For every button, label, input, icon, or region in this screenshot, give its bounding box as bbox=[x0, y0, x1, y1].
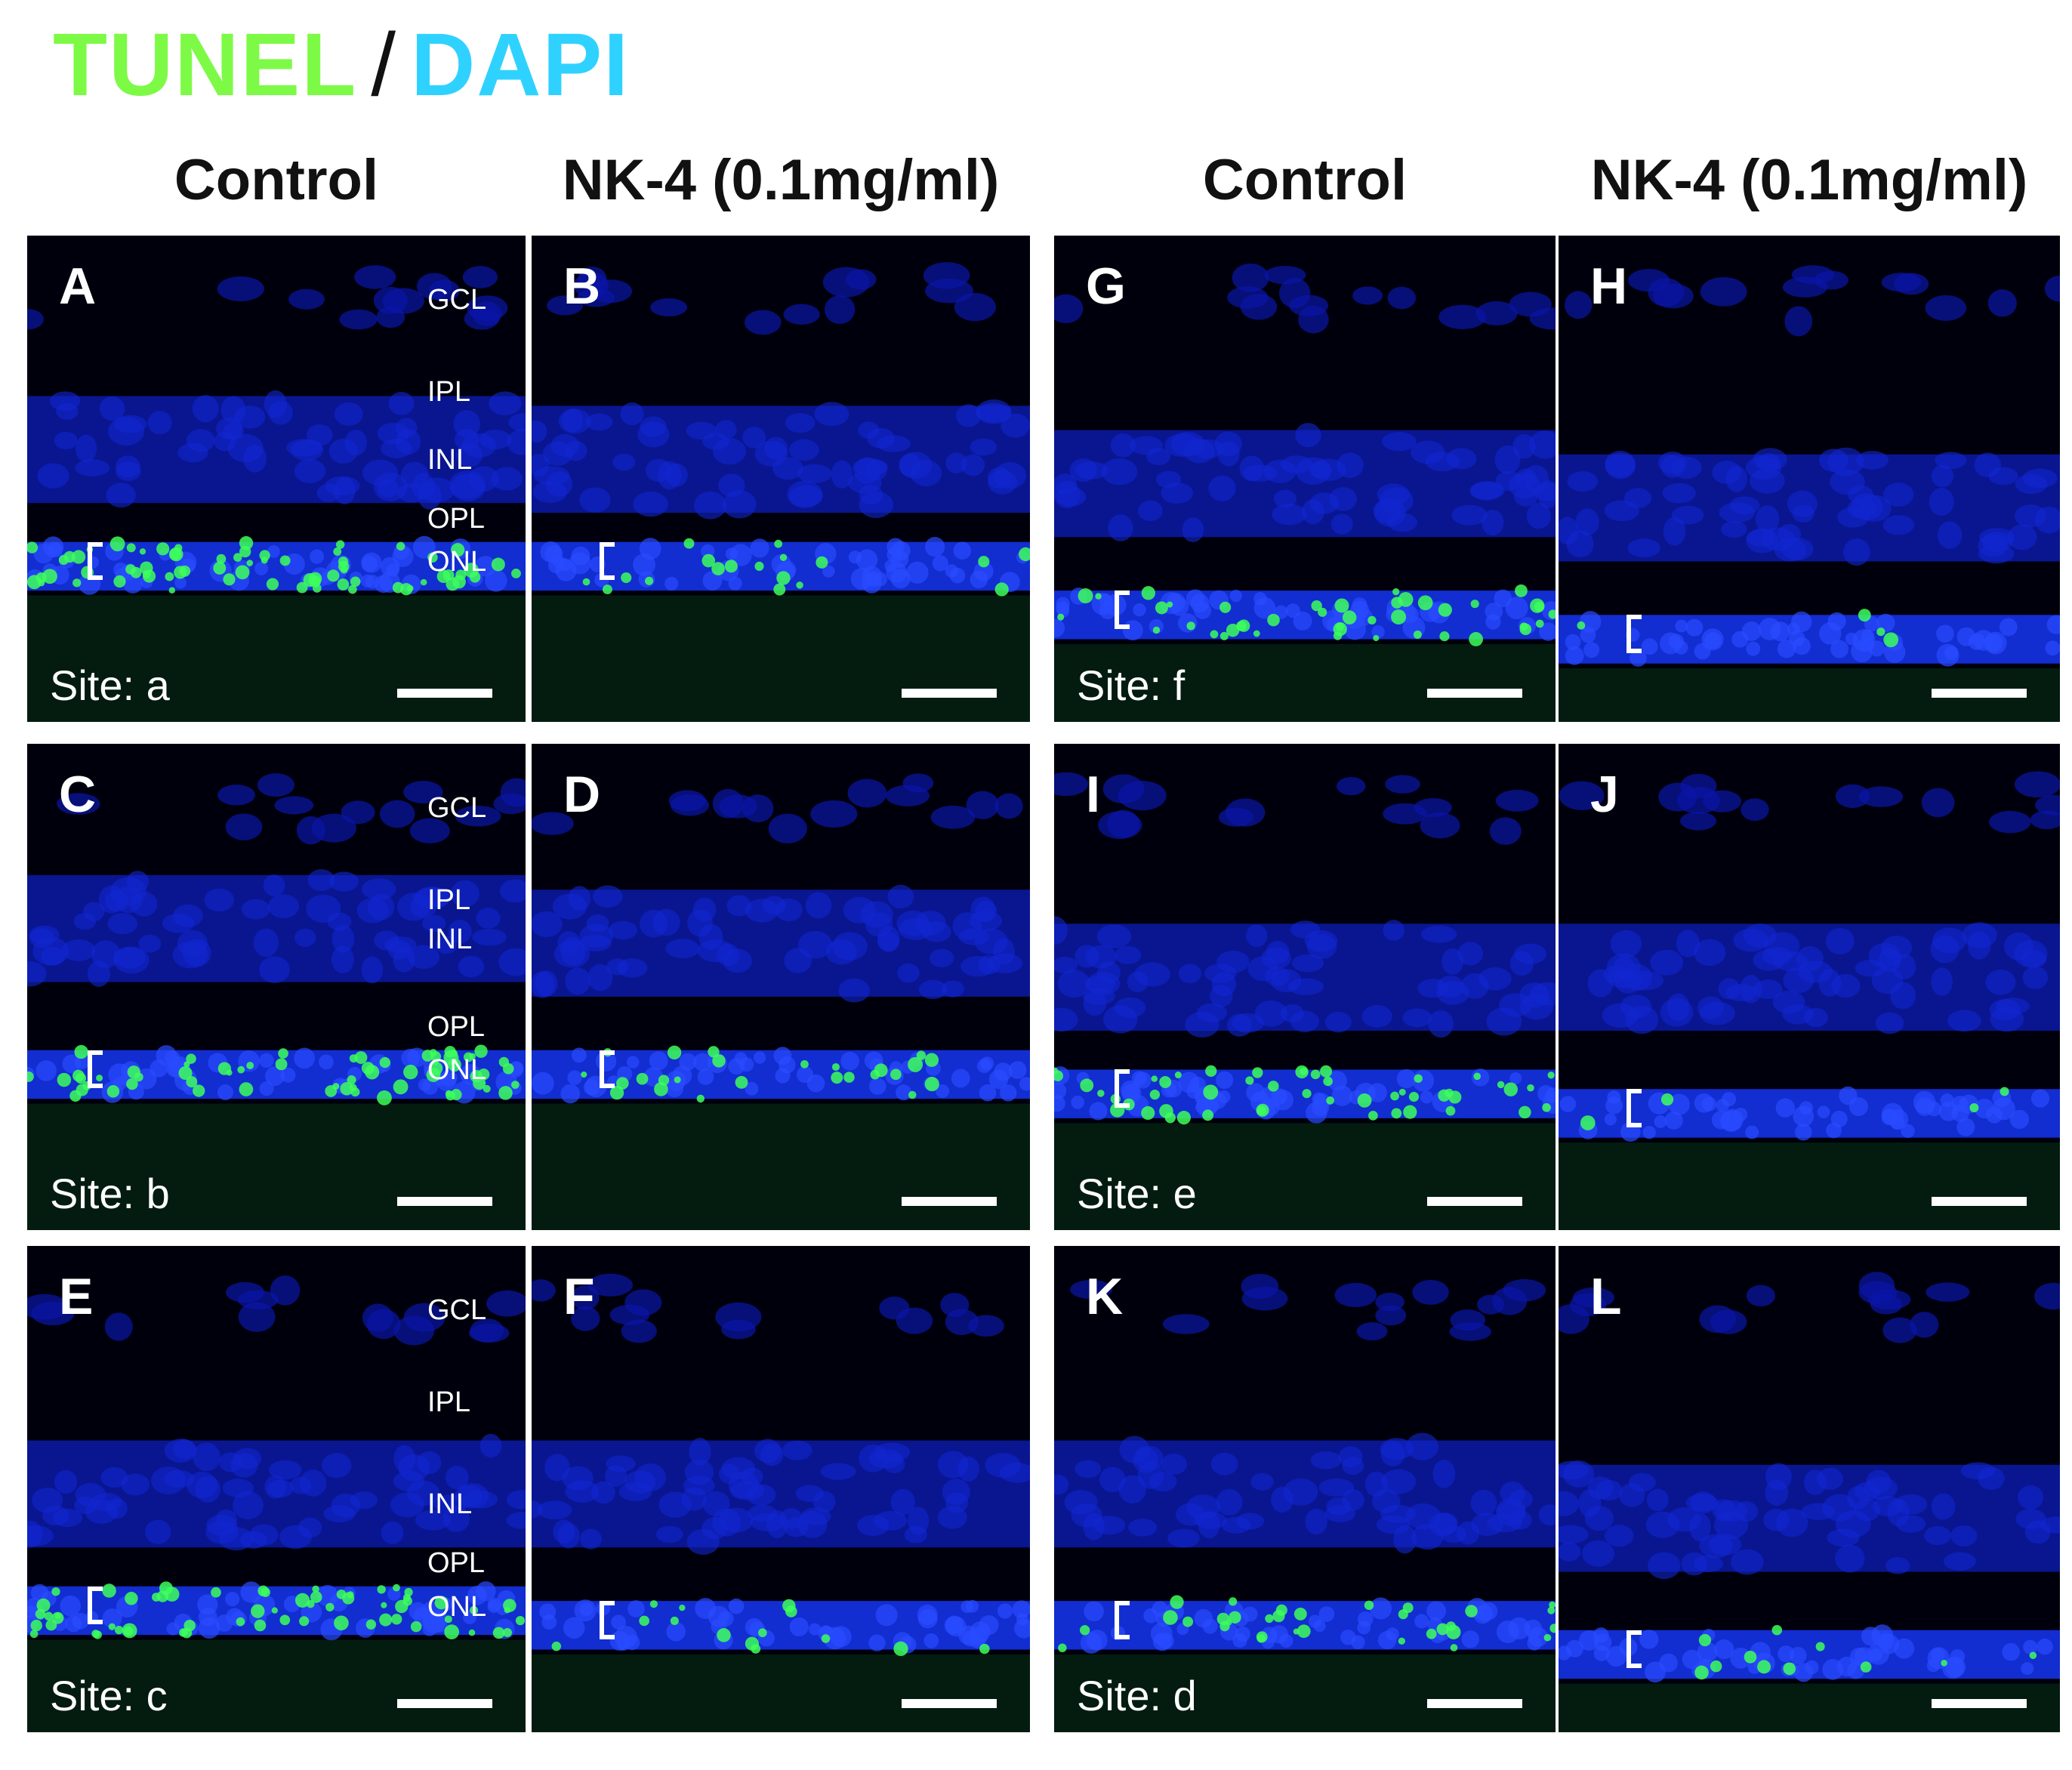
site-label: Site: a bbox=[50, 661, 170, 709]
column-header-nk4-left: NK-4 (0.1mg/ml) bbox=[562, 148, 1000, 212]
scale-bar bbox=[1427, 689, 1522, 698]
fluorescence-image bbox=[1559, 744, 2060, 1230]
layer-label-gcl: GCL bbox=[427, 791, 487, 824]
legend-separator: / bbox=[371, 15, 398, 115]
fluorescence-image bbox=[1559, 1246, 2060, 1732]
fluorescence-image bbox=[27, 236, 526, 722]
tunel-label: TUNEL bbox=[53, 15, 358, 115]
layer-label-opl: OPL bbox=[427, 1010, 486, 1043]
fluorescence-image bbox=[1054, 236, 1556, 722]
micrograph-panel-h: H bbox=[1559, 236, 2060, 722]
layer-label-ipl: IPL bbox=[427, 1386, 471, 1419]
onl-bracket bbox=[1626, 1630, 1642, 1669]
layer-label-gcl: GCL bbox=[427, 1294, 487, 1326]
panel-label: E bbox=[59, 1268, 94, 1325]
layer-label-onl: ONL bbox=[427, 1054, 487, 1087]
fluorescence-image bbox=[532, 1246, 1030, 1732]
site-label: Site: d bbox=[1077, 1672, 1197, 1719]
onl-bracket bbox=[1626, 615, 1642, 653]
stain-legend: TUNEL / DAPI bbox=[53, 14, 630, 116]
onl-bracket bbox=[1115, 591, 1130, 629]
fluorescence-image bbox=[1054, 744, 1556, 1230]
layer-label-onl: ONL bbox=[427, 546, 487, 578]
scale-bar bbox=[1932, 1699, 2027, 1708]
panel-label: L bbox=[1590, 1268, 1622, 1325]
layer-label-ipl: IPL bbox=[427, 376, 471, 409]
panel-label: G bbox=[1086, 257, 1126, 315]
panel-label: C bbox=[59, 766, 97, 823]
scale-bar bbox=[902, 1699, 997, 1708]
scale-bar bbox=[397, 689, 492, 698]
site-label: Site: f bbox=[1077, 661, 1186, 709]
scale-bar bbox=[1932, 689, 2027, 698]
onl-bracket bbox=[88, 1586, 103, 1625]
layer-label-ipl: IPL bbox=[427, 884, 471, 917]
site-label: Site: b bbox=[50, 1170, 170, 1217]
fluorescence-image bbox=[532, 744, 1030, 1230]
layer-label-inl: INL bbox=[427, 444, 473, 476]
column-header-control-right: Control bbox=[1202, 148, 1408, 212]
layer-label-onl: ONL bbox=[427, 1590, 487, 1623]
micrograph-panel-c: C Site: b GCL IPL INL OPL ONL bbox=[27, 744, 526, 1230]
fluorescence-image bbox=[1559, 236, 2060, 722]
onl-bracket bbox=[600, 541, 615, 581]
micrograph-panel-a: A Site: a GCL IPL INL OPL ONL bbox=[27, 236, 526, 722]
column-header-nk4-right: NK-4 (0.1mg/ml) bbox=[1590, 148, 2028, 212]
onl-bracket bbox=[88, 1050, 103, 1089]
fluorescence-image bbox=[27, 1246, 526, 1732]
onl-bracket bbox=[1115, 1069, 1130, 1109]
site-label: Site: c bbox=[50, 1672, 168, 1719]
micrograph-panel-l: L bbox=[1559, 1246, 2060, 1732]
micrograph-panel-b: B bbox=[532, 236, 1030, 722]
layer-label-gcl: GCL bbox=[427, 283, 487, 316]
micrograph-panel-j: J bbox=[1559, 744, 2060, 1230]
micrograph-panel-f: F bbox=[532, 1246, 1030, 1732]
fluorescence-image bbox=[27, 744, 526, 1230]
scale-bar bbox=[1932, 1197, 2027, 1206]
onl-bracket bbox=[600, 1050, 615, 1089]
onl-bracket bbox=[88, 541, 103, 581]
onl-bracket bbox=[1115, 1601, 1130, 1639]
panel-label: K bbox=[1086, 1268, 1124, 1325]
panel-label: A bbox=[59, 257, 97, 315]
micrograph-panel-k: K Site: d bbox=[1054, 1246, 1556, 1732]
dapi-label: DAPI bbox=[411, 15, 631, 115]
micrograph-panel-e: E Site: c GCL IPL INL OPL ONL bbox=[27, 1246, 526, 1732]
scale-bar bbox=[902, 689, 997, 698]
fluorescence-image bbox=[532, 236, 1030, 722]
panel-label: F bbox=[563, 1268, 595, 1325]
scale-bar bbox=[1427, 1699, 1522, 1708]
scale-bar bbox=[902, 1197, 997, 1206]
micrograph-panel-d: D bbox=[532, 744, 1030, 1230]
scale-bar bbox=[397, 1699, 492, 1708]
fluorescence-image bbox=[1054, 1246, 1556, 1732]
panel-label: I bbox=[1086, 766, 1100, 823]
onl-bracket bbox=[600, 1601, 615, 1639]
column-header-control-left: Control bbox=[174, 148, 379, 212]
micrograph-panel-g: G Site: f bbox=[1054, 236, 1556, 722]
site-label: Site: e bbox=[1077, 1170, 1197, 1217]
layer-label-inl: INL bbox=[427, 923, 473, 955]
panel-label: D bbox=[563, 766, 601, 823]
panel-label: H bbox=[1590, 257, 1628, 315]
panel-label: J bbox=[1590, 766, 1619, 823]
layer-label-opl: OPL bbox=[427, 502, 486, 535]
micrograph-panel-i: I Site: e bbox=[1054, 744, 1556, 1230]
onl-bracket bbox=[1626, 1089, 1642, 1127]
layer-label-inl: INL bbox=[427, 1488, 473, 1521]
panel-label: B bbox=[563, 257, 601, 315]
scale-bar bbox=[397, 1197, 492, 1206]
scale-bar bbox=[1427, 1197, 1522, 1206]
layer-label-opl: OPL bbox=[427, 1546, 486, 1579]
